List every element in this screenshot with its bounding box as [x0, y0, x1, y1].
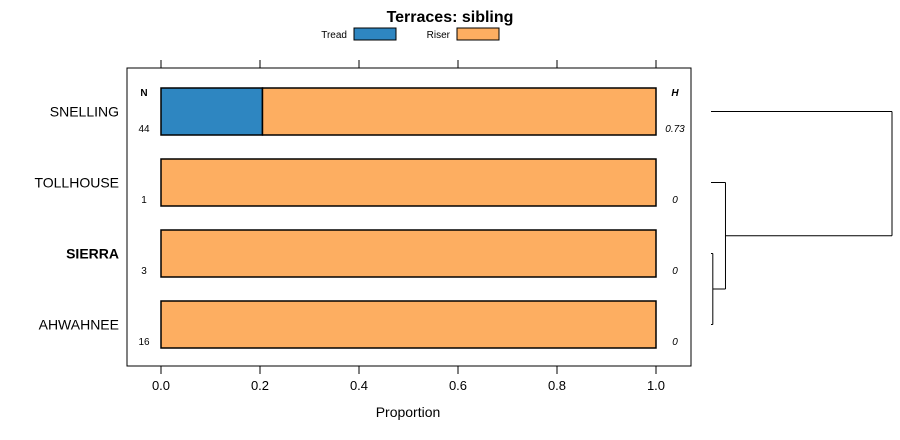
x-tick-label: 0.0 [152, 378, 170, 393]
h-value: 0.73 [665, 124, 685, 135]
legend-label-riser: Riser [427, 30, 451, 41]
n-header: N [140, 88, 147, 99]
category-label-snelling: SNELLING [50, 104, 119, 120]
h-column: H 0.73 0 0 0 [665, 88, 685, 348]
x-tick-label: 0.4 [350, 378, 368, 393]
n-value: 1 [141, 195, 147, 206]
x-tick-label: 1.0 [647, 378, 665, 393]
x-axis-label: Proportion [376, 404, 441, 420]
x-tick-label: 0.2 [251, 378, 269, 393]
plot-panel [126, 67, 692, 367]
h-value: 0 [672, 337, 678, 348]
category-labels: SNELLING TOLLHOUSE SIERRA AHWAHNEE [34, 104, 119, 333]
category-label-sierra: SIERRA [66, 246, 119, 262]
category-label-tollhouse: TOLLHOUSE [34, 175, 119, 191]
bar-riser-ahwahnee [160, 300, 657, 349]
x-axis: 0.0 0.2 0.4 0.6 0.8 1.0 [152, 366, 665, 393]
bar-riser-tollhouse [160, 158, 657, 207]
top-axis-ticks [160, 60, 657, 68]
x-tick-label: 0.6 [449, 378, 467, 393]
n-value: 44 [138, 124, 150, 135]
category-label-ahwahnee: AHWAHNEE [39, 317, 119, 333]
bar-riser-sierra [160, 229, 657, 278]
h-header: H [671, 88, 679, 99]
bars [160, 87, 657, 349]
bar-tread-snelling [160, 87, 264, 136]
dendrogram [711, 111, 893, 325]
n-value: 3 [141, 266, 147, 277]
h-value: 0 [672, 195, 678, 206]
n-value: 16 [138, 337, 150, 348]
legend-swatch-riser [456, 27, 500, 41]
legend-label-tread: Tread [321, 30, 347, 41]
legend-swatch-tread [353, 27, 397, 41]
n-column: N 44 1 3 16 [138, 88, 150, 348]
chart-title: Terraces: sibling [387, 9, 514, 26]
legend: Tread Riser [321, 27, 500, 41]
h-value: 0 [672, 266, 678, 277]
x-tick-label: 0.8 [548, 378, 566, 393]
bar-riser-snelling [261, 87, 657, 136]
